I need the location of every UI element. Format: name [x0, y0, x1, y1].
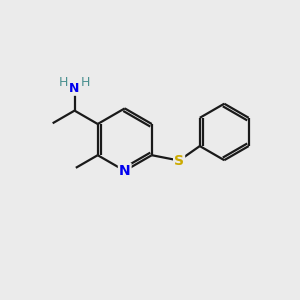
Text: S: S [174, 154, 184, 168]
Text: N: N [69, 82, 80, 95]
Text: H: H [81, 76, 91, 89]
Text: N: N [119, 164, 130, 178]
Text: H: H [58, 76, 68, 89]
